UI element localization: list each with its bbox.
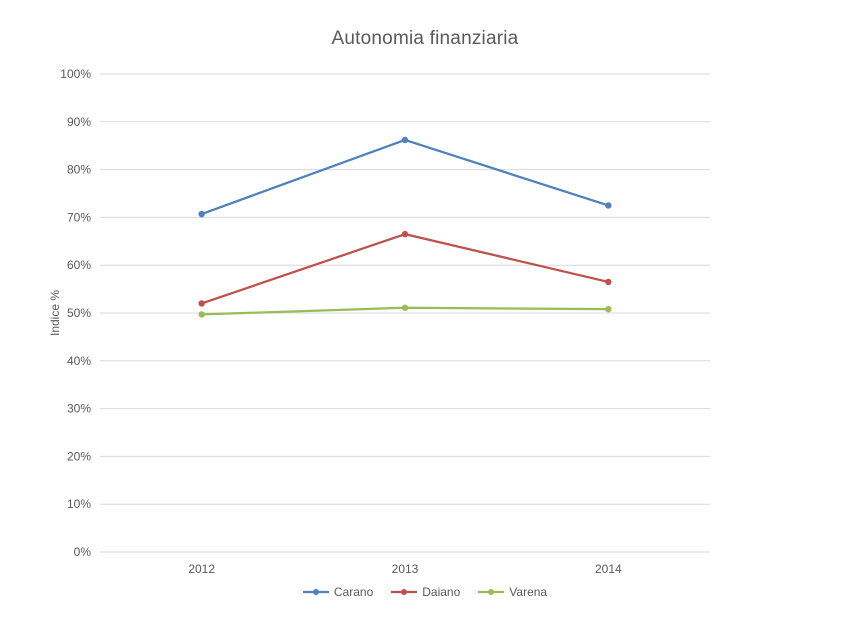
y-tick-label: 90%: [67, 115, 91, 129]
chart-legend: Carano Daiano Varena: [0, 585, 850, 599]
y-tick-label: 20%: [67, 449, 91, 463]
legend-item-varena: Varena: [478, 585, 547, 599]
series-line-carano: [200, 138, 610, 216]
legend-label-varena: Varena: [509, 585, 548, 599]
data-point-varena: [198, 311, 205, 318]
y-tick-label: 10%: [67, 497, 91, 511]
y-tick-label: 70%: [67, 210, 91, 224]
legend-item-carano: Carano: [302, 585, 374, 599]
y-tick-label: 50%: [67, 306, 91, 320]
data-point-varena: [605, 305, 612, 313]
legend-marker-icon-varena: [478, 589, 505, 595]
data-point-daiano: [198, 300, 205, 307]
data-point-daiano: [605, 278, 612, 286]
legend-item-daiano: Daiano: [391, 585, 460, 599]
legend-label-carano: Carano: [333, 585, 374, 599]
y-tick-label: 40%: [67, 354, 91, 368]
data-point-carano: [401, 136, 409, 144]
x-tick-label: 2013: [392, 562, 419, 576]
y-tick-label: 60%: [67, 258, 91, 272]
y-tick-label: 30%: [67, 402, 91, 416]
chart-title: Autonomia finanziaria: [331, 28, 519, 49]
legend-label-daiano: Daiano: [422, 585, 461, 599]
data-point-carano: [605, 202, 612, 209]
x-tick-label: 2014: [595, 562, 622, 576]
legend-marker-icon-daiano: [391, 589, 418, 595]
y-tick-label: 80%: [67, 163, 91, 177]
y-tick-label: 100%: [60, 67, 91, 81]
data-point-daiano: [401, 230, 409, 238]
y-tick-label: 0%: [74, 545, 92, 559]
data-point-carano: [198, 210, 205, 218]
data-point-varena: [401, 304, 409, 311]
x-tick-label: 2012: [188, 562, 215, 576]
series-line-daiano: [200, 233, 610, 305]
legend-marker-icon-carano: [302, 589, 329, 595]
